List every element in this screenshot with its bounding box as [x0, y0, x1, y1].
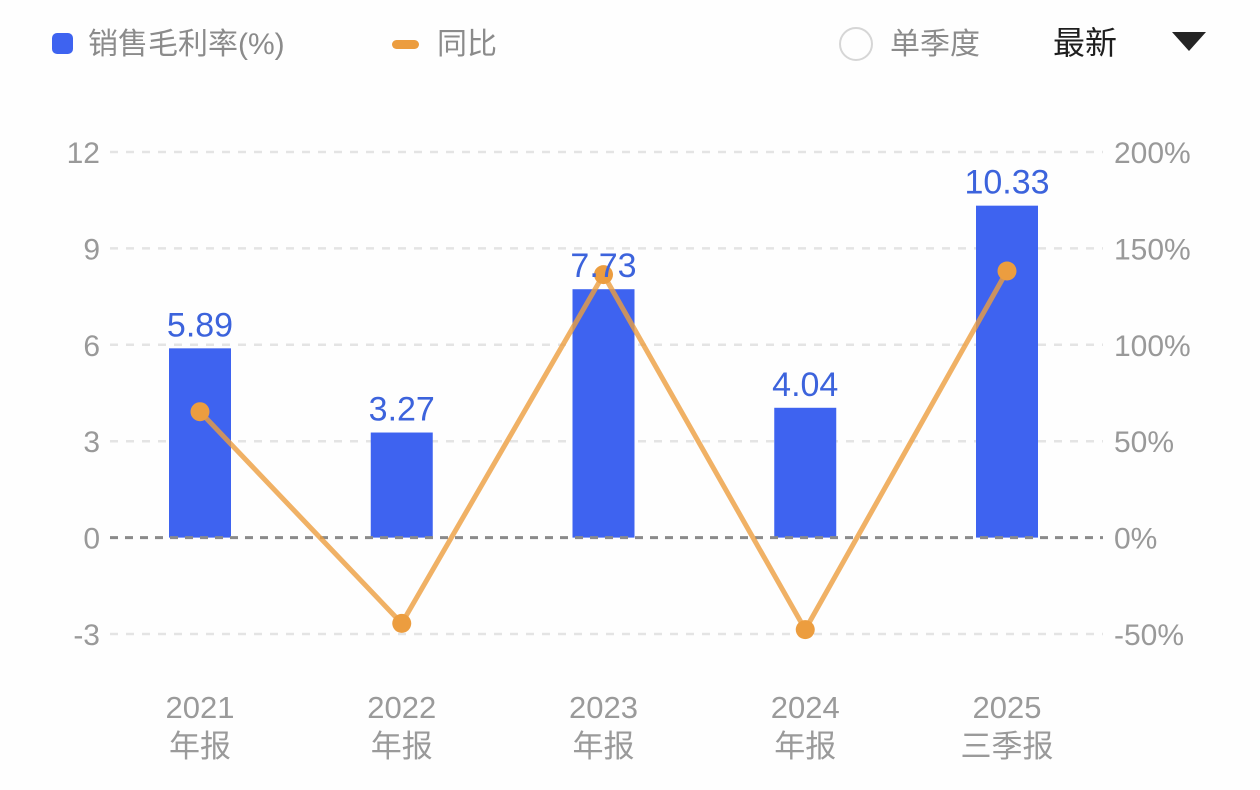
right-axis-tick-label: 0% [1114, 523, 1157, 556]
legend-item-yoy[interactable]: 同比 [437, 28, 497, 61]
yoy-point-2025[interactable] [997, 261, 1017, 281]
bar-2025[interactable] [976, 205, 1038, 538]
right-axis-tick-label: -50% [1114, 619, 1184, 652]
x-axis-category-label: 2025 [973, 690, 1042, 725]
bar-series-swatch-icon [52, 33, 73, 54]
left-axis-tick-label: -3 [73, 619, 100, 652]
bar-2024[interactable] [774, 407, 837, 538]
x-axis-category-label: 2024 [771, 690, 840, 725]
bar-value-label: 3.27 [369, 391, 435, 429]
bar-value-label: 5.89 [167, 306, 233, 344]
bar-value-label: 4.04 [772, 366, 838, 404]
yoy-point-2022[interactable] [392, 613, 412, 633]
bar-value-label: 7.73 [570, 247, 636, 285]
x-axis-category-label: 年报 [169, 729, 231, 764]
x-axis-category-label: 年报 [573, 729, 635, 764]
x-axis-category-label: 2022 [367, 690, 436, 725]
line-series-swatch-icon [392, 40, 419, 49]
x-axis-category-label: 年报 [371, 729, 433, 764]
left-axis-tick-label: 12 [67, 137, 100, 170]
left-axis-tick-label: 6 [83, 330, 100, 363]
left-axis-tick-label: 3 [83, 426, 100, 459]
x-axis-category-label: 年报 [774, 729, 836, 764]
bar-2022[interactable] [370, 432, 433, 538]
legend-item-gross-margin[interactable]: 销售毛利率(%) [88, 28, 285, 61]
caret-down-icon[interactable] [1172, 32, 1206, 51]
yoy-point-2021[interactable] [190, 402, 210, 422]
single-quarter-radio[interactable] [839, 27, 873, 61]
bar-2021[interactable] [169, 348, 231, 538]
x-axis-category-label: 2023 [569, 690, 638, 725]
yoy-point-2024[interactable] [795, 620, 815, 640]
right-axis-tick-label: 200% [1114, 137, 1191, 170]
right-axis-tick-label: 150% [1114, 233, 1191, 266]
left-axis-tick-label: 9 [83, 233, 100, 266]
single-quarter-radio-label[interactable]: 单季度 [890, 28, 980, 61]
yoy-point-2023[interactable] [594, 265, 613, 285]
bar-2023[interactable] [572, 289, 635, 538]
bar-value-label: 10.33 [964, 164, 1049, 202]
right-axis-tick-label: 50% [1114, 426, 1174, 459]
x-axis-category-label: 2021 [166, 690, 235, 725]
x-axis-category-label: 三季报 [961, 729, 1054, 764]
latest-dropdown[interactable]: 最新 [1053, 25, 1118, 61]
right-axis-tick-label: 100% [1114, 330, 1191, 363]
left-axis-tick-label: 0 [83, 523, 100, 556]
